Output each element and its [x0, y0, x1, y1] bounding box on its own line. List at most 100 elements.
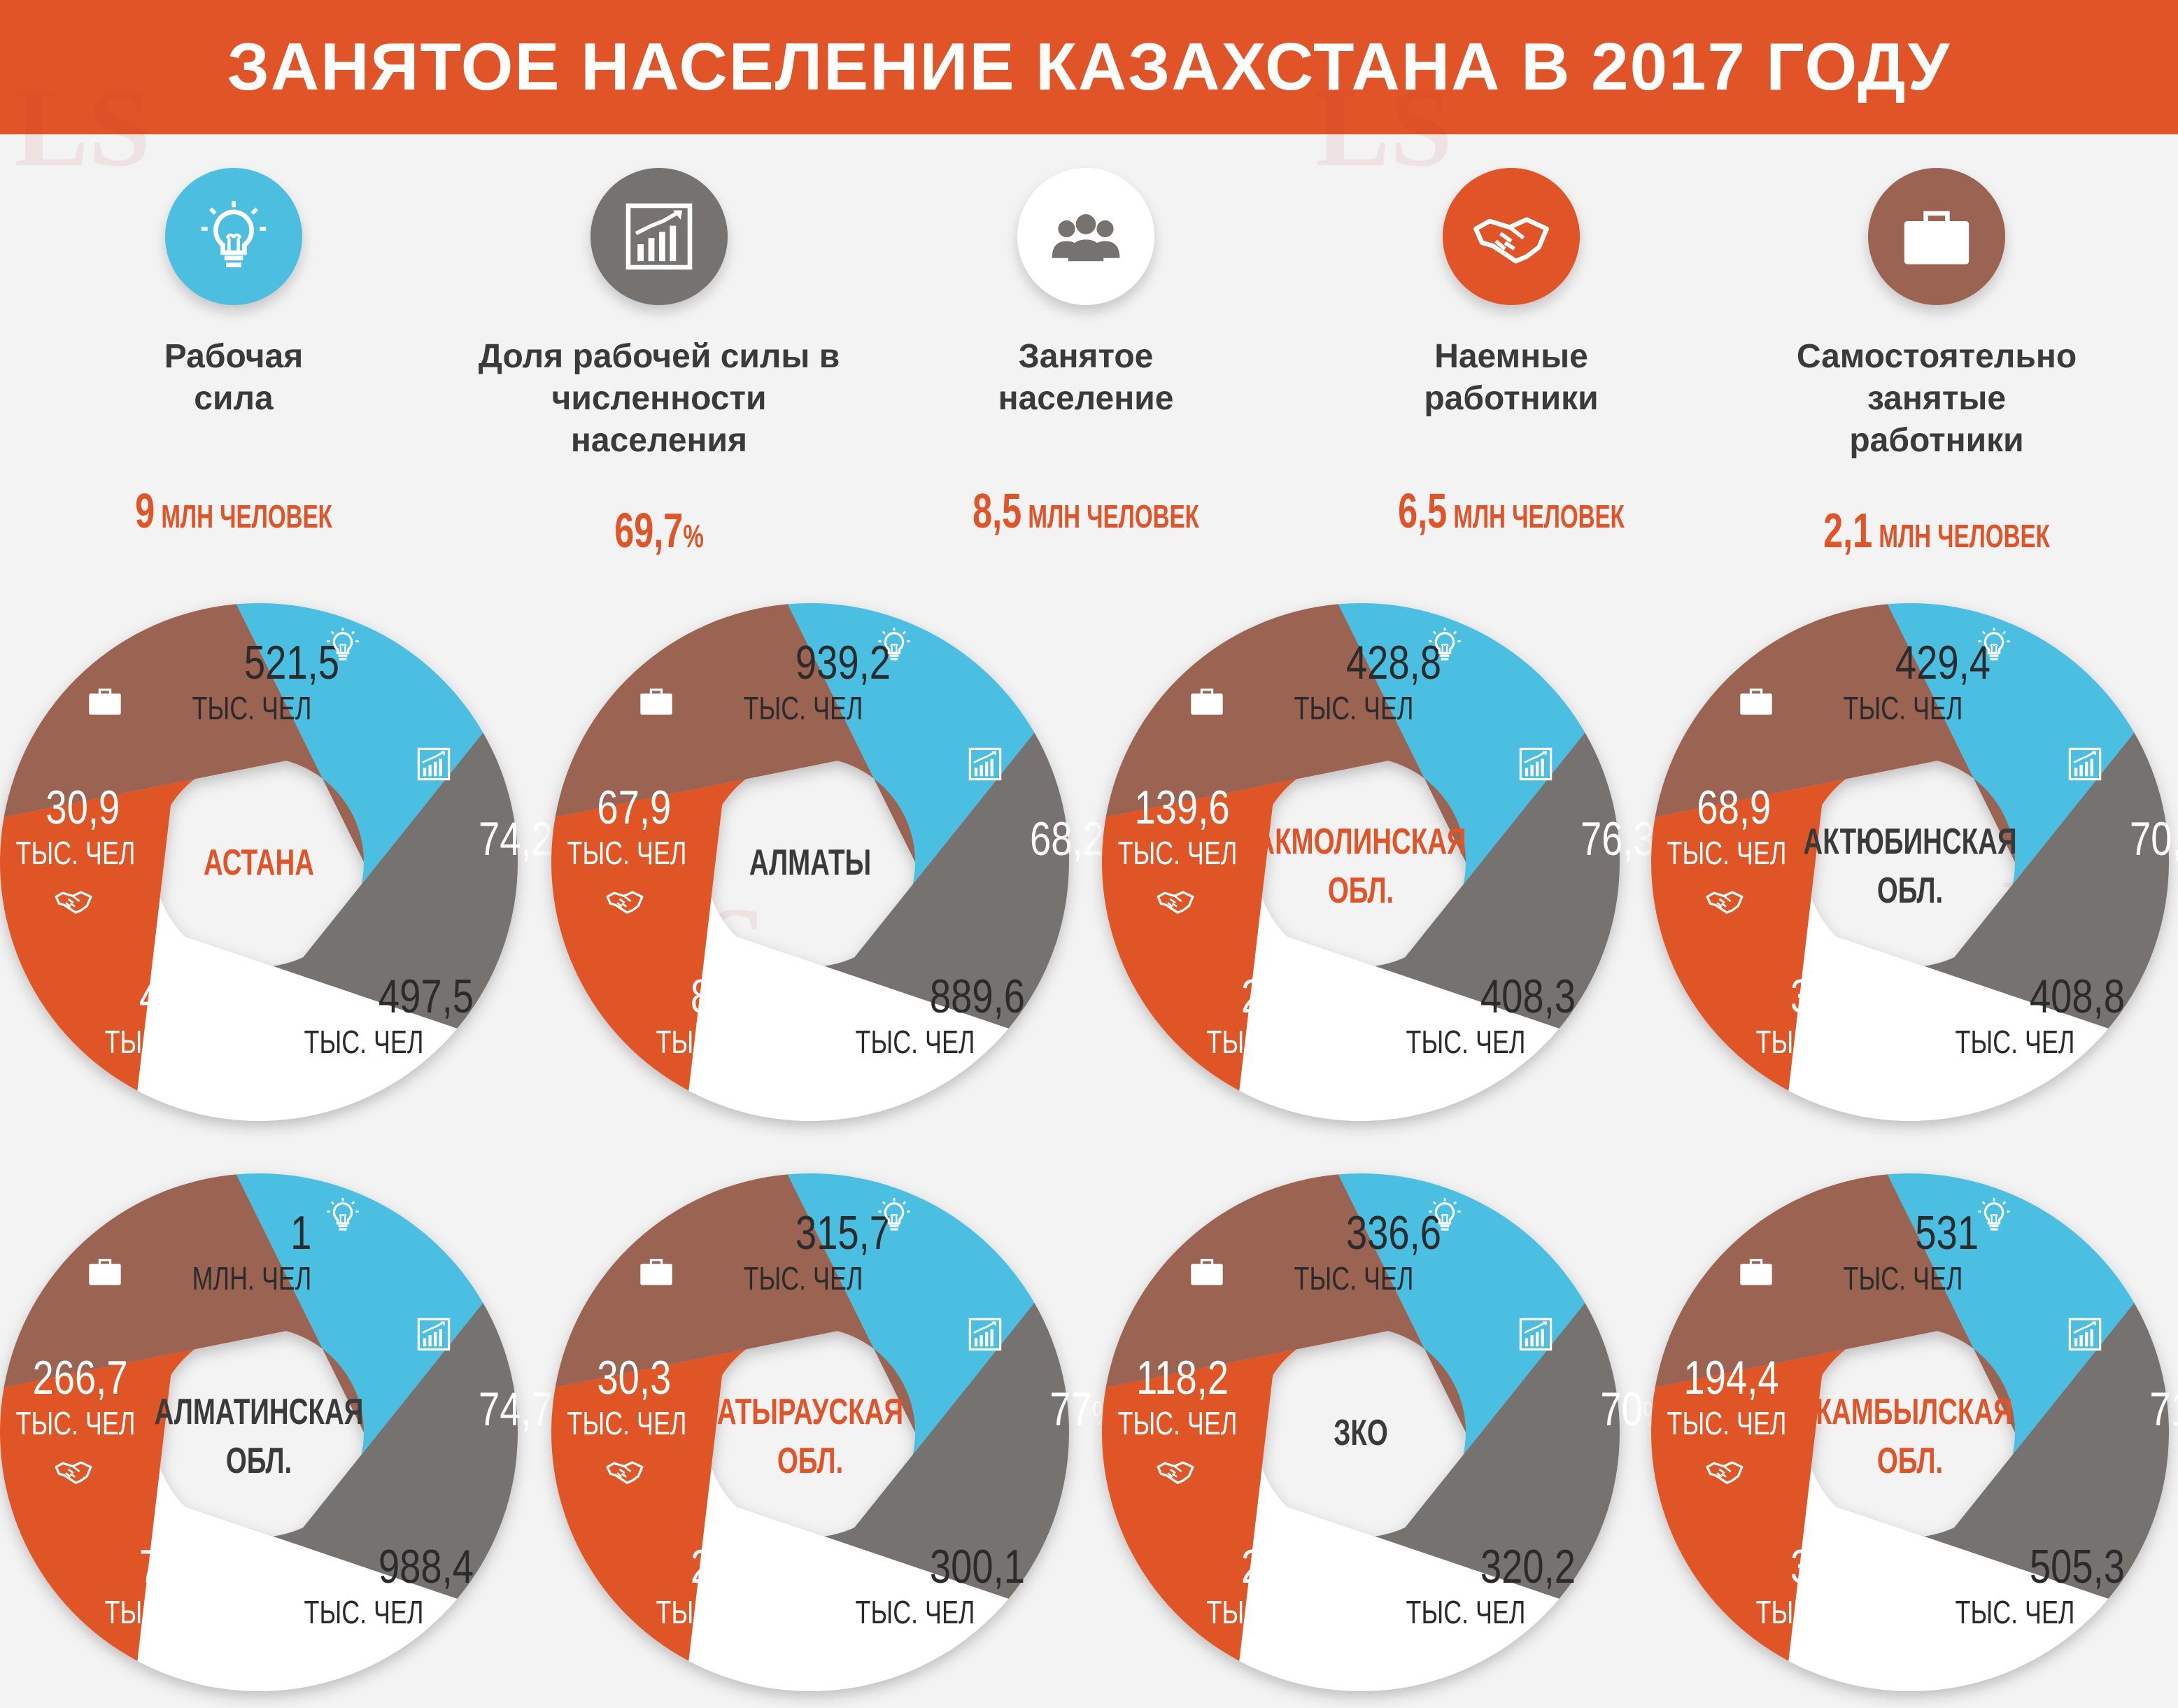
metric-number: 9 — [135, 484, 155, 538]
donut-value-hired: 268,6 — [1241, 970, 1336, 1023]
donut-segment-share — [1286, 1303, 1620, 1599]
donut-value-self: 266,7 — [33, 1351, 128, 1404]
people-icon — [1470, 893, 1504, 917]
donut-value-hired: 310,8 — [1790, 1540, 1886, 1593]
donut-segment-hired — [0, 757, 286, 1091]
donut-value-hired: 269,8 — [691, 1540, 786, 1593]
metric-hired: Наемные работники 6,5 МЛН ЧЕЛОВЕК — [1329, 168, 1693, 538]
people-icon — [1052, 214, 1120, 262]
metric-value: 6,5 МЛН ЧЕЛОВЕК — [1380, 483, 1642, 539]
people-icon — [368, 1463, 402, 1487]
donut-segment-self — [3, 604, 364, 862]
donut-segment-labor — [1338, 1173, 1585, 1527]
handshake-icon — [606, 891, 644, 914]
donut-unit-labor: ТЫС. ЧЕЛ — [744, 1261, 863, 1297]
metric-label: Занятое население — [998, 338, 1174, 417]
donut-segment-labor — [1887, 603, 2135, 957]
donut-unit-employed: ТЫС. ЧЕЛ — [304, 1024, 424, 1060]
donut-unit-labor: ТЫС. ЧЕЛ — [1844, 1261, 1963, 1297]
people-icon — [368, 893, 402, 917]
metric-number: 69,7 — [614, 503, 684, 558]
region-name: ЖАМБЫЛСКАЯ ОБЛ. — [1806, 1391, 2012, 1481]
briefcase-icon — [89, 1259, 121, 1285]
donut-unit-self: ТЫС. ЧЕЛ — [1118, 835, 1238, 871]
metric-employed: Занятое население 8,5 МЛН ЧЕЛОВЕК — [904, 168, 1268, 538]
growth-chart-icon — [1519, 1318, 1553, 1351]
lightbulb-icon — [327, 1198, 359, 1231]
metric-unit: % — [683, 518, 704, 554]
donut-unit-labor: ТЫС. ЧЕЛ — [744, 691, 863, 726]
donut-unit-hired: ТЫС. ЧЕЛ — [656, 1595, 776, 1630]
donut-unit-employed: ТЫС. ЧЕЛ — [1406, 1024, 1526, 1060]
metric-label: Самостоятельно занятые работники — [1796, 338, 2077, 459]
growth-chart-icon — [2068, 747, 2102, 781]
donut-value-labor: 336,6 — [1346, 1206, 1441, 1259]
donut-value-self: 139,6 — [1135, 781, 1230, 834]
handshake-icon — [1473, 217, 1549, 264]
lightbulb-icon — [878, 628, 910, 661]
donut-value-labor: 429,4 — [1895, 636, 1990, 689]
briefcase-icon — [1191, 689, 1223, 715]
donut-unit-hired: ТЫС. ЧЕЛ — [105, 1595, 225, 1630]
donut-segment-hired — [1651, 1327, 1937, 1661]
donut-value-share: 70,2% — [2130, 812, 2178, 866]
metric-label: Наемные работники — [1424, 338, 1599, 417]
region-name: АКТЮБИНСКАЯ ОБЛ. — [1803, 821, 2016, 910]
donut-segment-labor — [1887, 1173, 2135, 1527]
lightbulb-icon — [1978, 1198, 2010, 1231]
people-icon — [919, 893, 953, 917]
donut-segment-hired — [551, 757, 837, 1091]
donut-segment-hired — [1102, 757, 1388, 1091]
donut-unit-labor: ТЫС. ЧЕЛ — [1844, 691, 1963, 726]
people-icon — [919, 1463, 953, 1487]
donut-value-labor: 428,8 — [1346, 636, 1441, 689]
handshake-icon — [1706, 1461, 1744, 1484]
handshake-icon — [55, 1461, 92, 1484]
donut-unit-hired: ТЫС. ЧЕЛ — [1207, 1024, 1327, 1060]
donut-segment-labor — [236, 603, 483, 957]
donut-segment-share — [1835, 1303, 2169, 1599]
donut-segment-self — [1655, 1174, 2015, 1432]
metric-unit: МЛН ЧЕЛОВЕК — [1447, 498, 1625, 535]
lightbulb-icon — [878, 1198, 910, 1231]
region-name: АЛМАТЫ — [749, 842, 871, 882]
briefcase-icon — [1740, 689, 1772, 715]
donut-segment-employed — [1239, 1375, 1560, 1691]
briefcase-icon — [89, 689, 121, 715]
growth-chart-icon — [625, 203, 693, 270]
donut-value-self: 67,9 — [597, 781, 671, 834]
donut-value-hired: 339,8 — [1790, 970, 1886, 1023]
donut-segment-hired — [551, 1327, 837, 1661]
donut-value-labor: 315,7 — [795, 1206, 891, 1259]
metric-icon-circle — [165, 168, 302, 305]
region-name: АКМОЛИНСКАЯ ОБЛ. — [1255, 821, 1466, 910]
donut-value-employed: 408,8 — [2030, 970, 2125, 1023]
donut-segment-employed — [1239, 805, 1560, 1121]
donut-value-self: 118,2 — [1136, 1351, 1229, 1404]
donut-value-labor: 1 — [290, 1206, 311, 1259]
donut-value-hired: 466,9 — [139, 970, 234, 1023]
metric-self: Самостоятельно занятые работники 2,1 МЛН … — [1755, 168, 2119, 558]
donut-value-employed: 320,2 — [1480, 1540, 1576, 1593]
donut-segment-self — [555, 1174, 915, 1432]
donut-segment-employed — [1788, 805, 2109, 1121]
people-icon — [1470, 1463, 1504, 1487]
metric-label: Доля рабочей силы в численности населени… — [478, 338, 840, 459]
metric-value: 9 МЛН ЧЕЛОВЕК — [103, 483, 365, 539]
donut-segment-share — [735, 733, 1069, 1029]
metric-icon-circle — [1868, 168, 2005, 305]
donut-segment-hired — [0, 1327, 286, 1661]
donut-segment-labor — [236, 1173, 483, 1527]
donut-segment-self — [1105, 1174, 1466, 1432]
growth-chart-icon — [968, 747, 1002, 781]
donut-value-self: 194,4 — [1684, 1351, 1779, 1404]
donut-segment-labor — [787, 1173, 1035, 1527]
donut-unit-hired: ТЫС. ЧЕЛ — [1756, 1024, 1876, 1060]
metric-number: 8,5 — [973, 484, 1022, 538]
donut-segment-employed — [137, 1375, 458, 1691]
